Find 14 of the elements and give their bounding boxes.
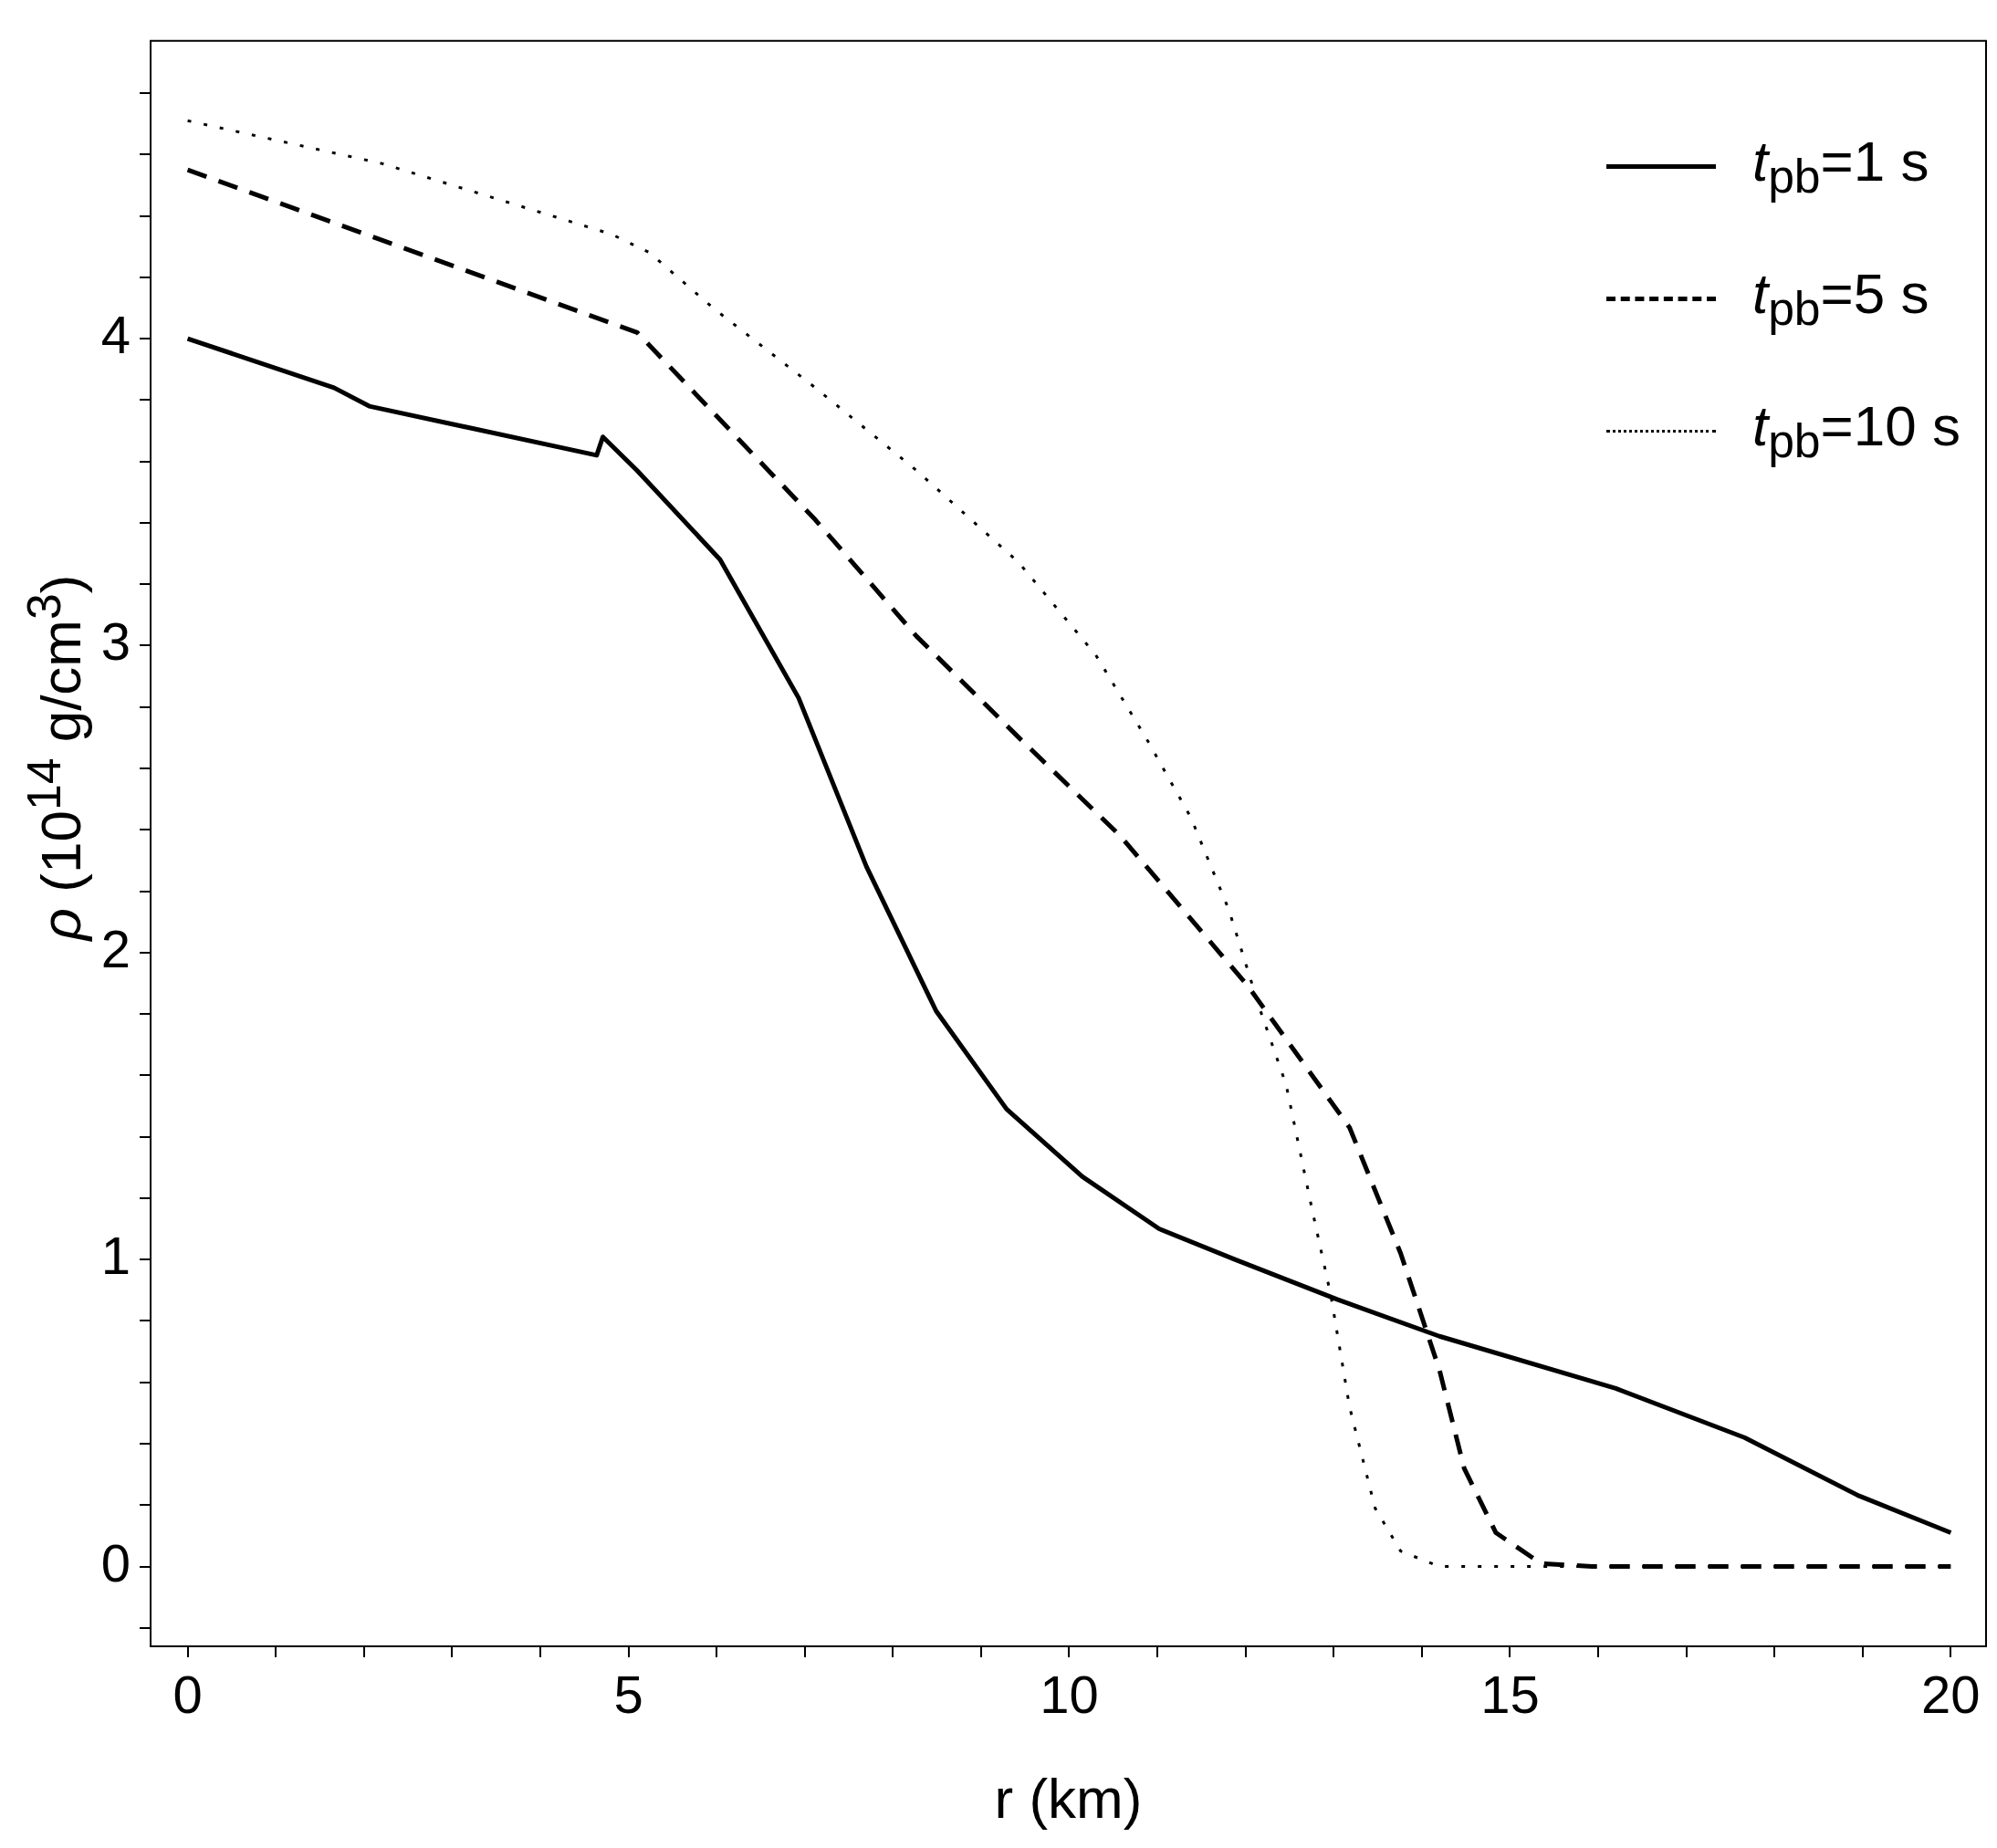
y-tick-label: 0 [100,1532,131,1592]
x-tick-label: 10 [1040,1664,1099,1724]
y-tick-label: 2 [100,918,131,978]
legend-label: t$_{pb}$=1 s [1751,129,1929,204]
y-tick-label: 3 [100,611,131,672]
x-tick-label: 0 [173,1664,203,1724]
legend-label: t$_{pb}$=10 s [1751,393,1960,469]
legend-label: t$_{pb}$=5 s [1751,261,1929,337]
x-tick-label: 15 [1480,1664,1540,1724]
x-axis-title: r (km) [993,1766,1144,1831]
x-tick-label: 5 [613,1664,643,1724]
y-tick-label: 4 [100,305,131,365]
x-tick-label: 20 [1921,1664,1981,1724]
y-tick-label: 1 [100,1226,131,1286]
